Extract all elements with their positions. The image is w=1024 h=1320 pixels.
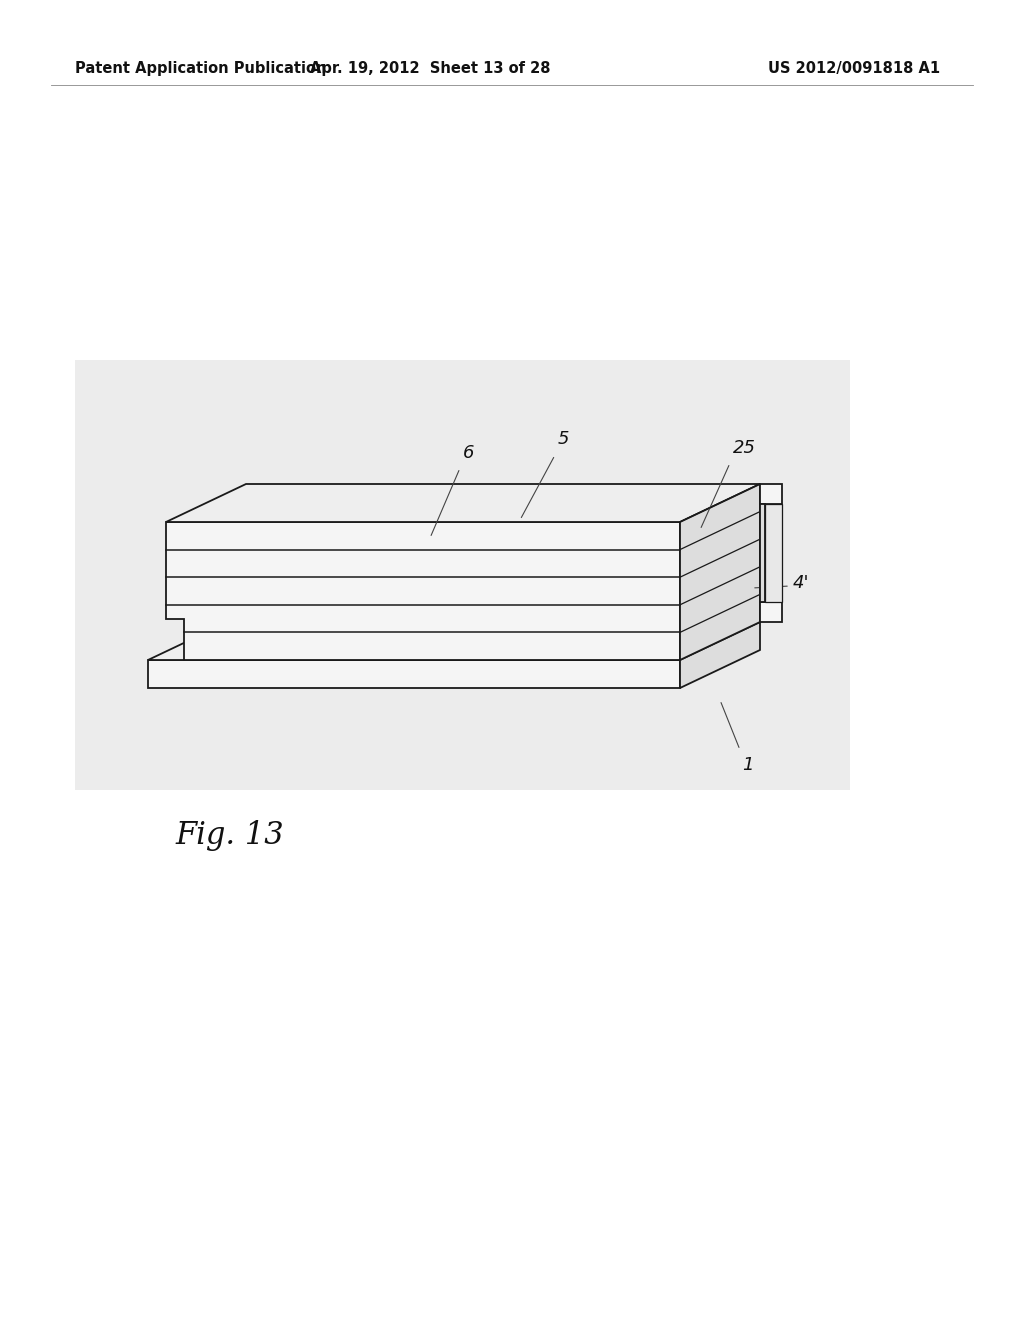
Polygon shape (765, 504, 782, 602)
Text: 1: 1 (742, 756, 754, 774)
Polygon shape (680, 622, 760, 688)
Text: 25: 25 (733, 440, 756, 457)
Polygon shape (680, 484, 760, 660)
Polygon shape (166, 484, 760, 521)
Polygon shape (75, 360, 850, 789)
Polygon shape (166, 521, 680, 660)
Text: 6: 6 (463, 444, 474, 462)
Polygon shape (148, 660, 680, 688)
Text: US 2012/0091818 A1: US 2012/0091818 A1 (768, 61, 940, 75)
Polygon shape (760, 602, 782, 622)
Polygon shape (760, 504, 765, 602)
Polygon shape (148, 622, 760, 660)
Polygon shape (760, 484, 782, 504)
Text: Fig. 13: Fig. 13 (175, 820, 284, 851)
Text: Apr. 19, 2012  Sheet 13 of 28: Apr. 19, 2012 Sheet 13 of 28 (309, 61, 550, 75)
Text: 5: 5 (558, 430, 569, 447)
Text: Patent Application Publication: Patent Application Publication (75, 61, 327, 75)
Text: 4': 4' (793, 574, 810, 591)
